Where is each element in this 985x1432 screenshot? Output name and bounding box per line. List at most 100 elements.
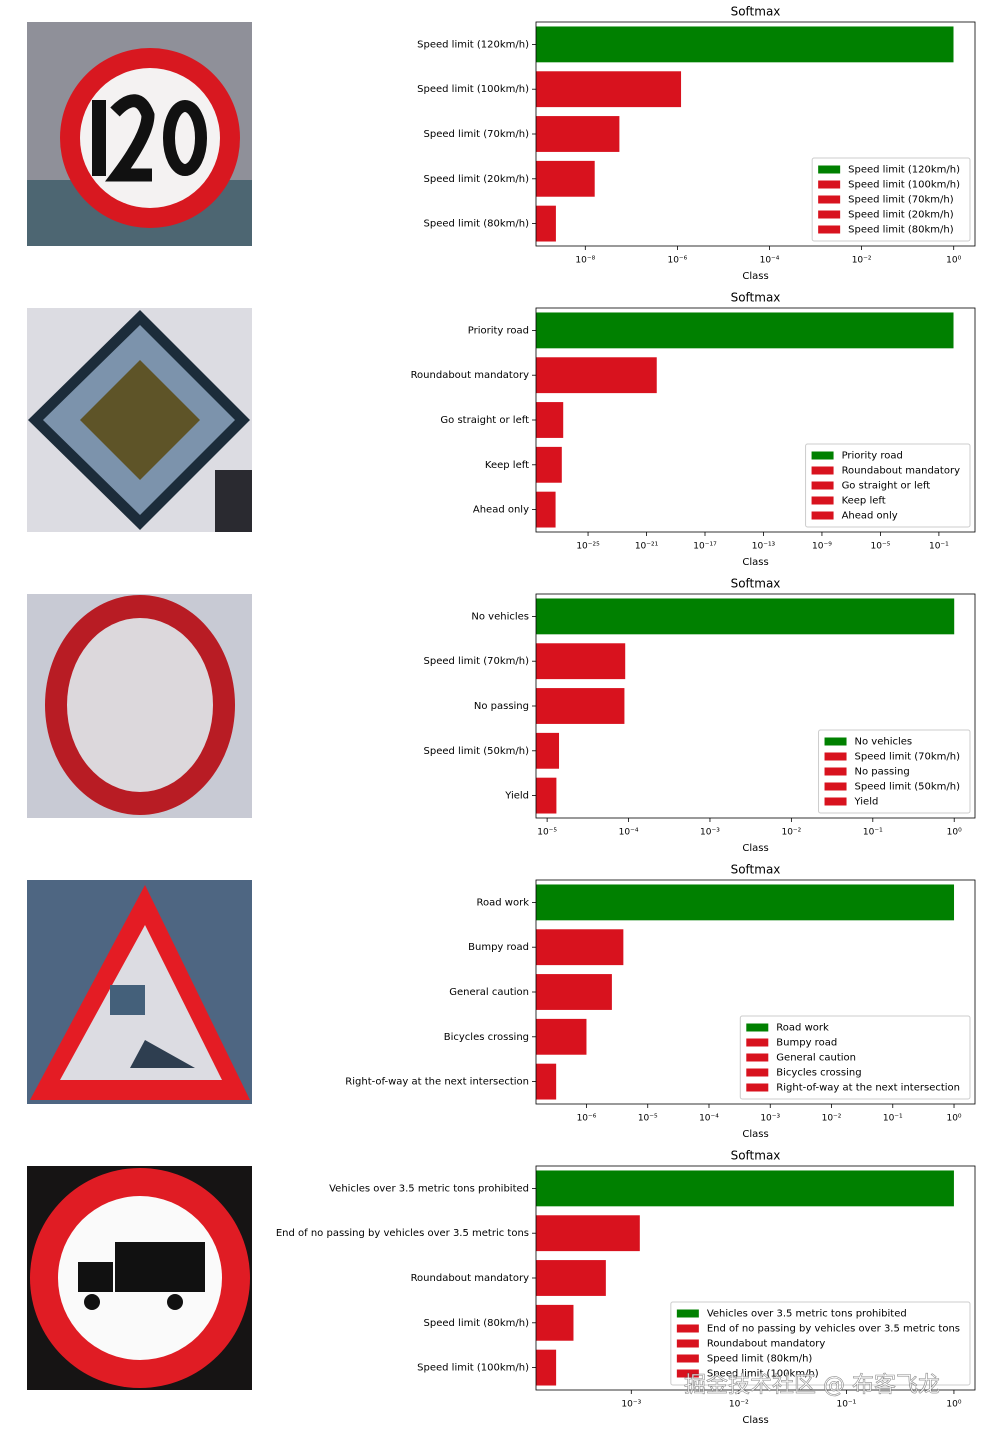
x-tick-label: 10⁻² <box>822 1114 842 1124</box>
chart: Softmax Class 10⁻⁸ 10⁻⁶ 10⁻⁴ 10⁻² 10⁰ Speed lim… <box>417 5 976 282</box>
bar <box>536 402 564 438</box>
chart: Softmax Class 10⁻³ 10⁻² 10⁻¹ 10⁰ Vehicles over… <box>276 1149 976 1426</box>
sign-image <box>27 594 252 818</box>
y-tick-label: Roundabout mandatory <box>411 370 530 381</box>
y-tick-label: Go straight or left <box>440 415 529 426</box>
bar <box>536 598 955 635</box>
bar <box>536 116 620 152</box>
legend-swatch <box>746 1068 769 1077</box>
legend-swatch <box>746 1023 769 1032</box>
legend-swatch <box>676 1339 699 1348</box>
y-tick-label: Speed limit (100km/h) <box>417 1363 529 1374</box>
chart: Softmax Class 10⁻⁶ 10⁻⁵ 10⁻⁴ 10⁻³ 10⁻² 10⁻¹ 10⁰ R… <box>345 863 976 1140</box>
y-tick-label: Speed limit (80km/h) <box>424 1318 530 1329</box>
y-tick-label: Speed limit (50km/h) <box>424 746 530 757</box>
y-tick-label: Speed limit (120km/h) <box>417 39 529 50</box>
legend-label: Right-of-way at the next intersection <box>776 1083 960 1094</box>
x-tick-label: 10⁻¹³ <box>752 542 776 552</box>
bar <box>536 974 612 1010</box>
x-tick-label: 10⁻⁵ <box>537 828 557 838</box>
x-tick-label: 10⁻¹ <box>883 1114 903 1124</box>
legend-swatch <box>676 1324 699 1333</box>
y-tick-label: No passing <box>474 701 529 712</box>
legend-label: Roundabout mandatory <box>842 466 961 477</box>
y-tick-label: Speed limit (80km/h) <box>424 219 530 230</box>
sign-image <box>27 308 252 532</box>
legend-swatch <box>824 767 847 776</box>
x-tick-label: 10⁰ <box>947 828 962 838</box>
bar <box>536 1349 557 1386</box>
legend-swatch <box>676 1369 699 1378</box>
legend-label: Keep left <box>842 496 886 507</box>
y-tick-label: Road work <box>477 897 530 908</box>
legend-label: Speed limit (120km/h) <box>848 165 960 176</box>
bar <box>536 1018 587 1055</box>
legend-label: Speed limit (80km/h) <box>848 225 954 236</box>
legend-label: Vehicles over 3.5 metric tons prohibited <box>707 1309 907 1320</box>
y-tick-label: Speed limit (70km/h) <box>424 129 530 140</box>
bar <box>536 446 562 483</box>
bar <box>536 205 556 242</box>
legend-label: Speed limit (50km/h) <box>855 782 961 793</box>
x-tick-label: 10⁻¹ <box>863 828 883 838</box>
legend-label: Ahead only <box>842 511 898 522</box>
legend-label: Priority road <box>842 451 903 462</box>
legend: Speed limit (120km/h) Speed limit (100km/… <box>811 157 971 242</box>
x-tick-label: 10⁻² <box>729 1400 749 1410</box>
x-tick-label: 10⁻³ <box>760 1114 780 1124</box>
legend-label: Speed limit (80km/h) <box>707 1354 813 1365</box>
legend-label: Speed limit (70km/h) <box>848 195 954 206</box>
legend-swatch <box>746 1083 769 1092</box>
legend-label: Speed limit (70km/h) <box>855 752 961 763</box>
legend: Vehicles over 3.5 metric tons prohibited… <box>670 1301 971 1386</box>
y-tick-label: Right-of-way at the next intersection <box>345 1077 529 1088</box>
y-tick-label: No vehicles <box>471 611 529 622</box>
y-tick-label: Speed limit (70km/h) <box>424 656 530 667</box>
y-tick-label: Speed limit (100km/h) <box>417 84 529 95</box>
legend: Road work Bumpy road General caution Bicycl… <box>739 1015 971 1100</box>
legend-label: No vehicles <box>855 737 913 748</box>
legend-label: Road work <box>776 1023 829 1034</box>
bar <box>536 732 560 769</box>
sign-image <box>27 880 252 1104</box>
y-tick-label: Roundabout mandatory <box>411 1273 530 1284</box>
x-tick-label: 10⁻² <box>852 256 872 266</box>
axes-frame <box>535 593 976 819</box>
bar <box>536 71 682 108</box>
legend-swatch <box>824 797 847 806</box>
legend-box <box>739 1015 971 1100</box>
bar <box>536 1170 954 1207</box>
bar <box>536 357 657 394</box>
bar <box>536 688 625 724</box>
legend-box <box>811 157 971 242</box>
chart: Softmax Class 10⁻⁵ 10⁻⁴ 10⁻³ 10⁻² 10⁻¹ 10⁰ No ve… <box>424 577 976 854</box>
legend-swatch <box>818 225 841 234</box>
x-tick-label: 10⁻⁴ <box>619 828 639 838</box>
x-tick-label: 10⁻⁹ <box>812 542 832 552</box>
bar <box>536 160 595 197</box>
legend-swatch <box>811 466 834 475</box>
axes-frame <box>535 307 976 533</box>
x-tick-label: 10⁰ <box>946 1114 961 1124</box>
bar <box>536 312 954 349</box>
axes-frame <box>535 1165 976 1391</box>
x-tick-label: 10⁻⁶ <box>667 256 687 266</box>
y-tick-label: General caution <box>449 987 529 998</box>
legend: No vehicles Speed limit (70km/h) No passin… <box>818 729 971 814</box>
x-tick-label: 10⁻²¹ <box>635 542 659 552</box>
legend-swatch <box>818 195 841 204</box>
chart-title: Softmax <box>731 291 781 305</box>
legend-swatch <box>676 1309 699 1318</box>
bar <box>536 1215 640 1252</box>
legend-swatch <box>818 180 841 189</box>
bar <box>536 777 557 814</box>
legend: Priority road Roundabout mandatory Go stra… <box>805 443 971 528</box>
bar <box>536 26 954 63</box>
legend-swatch <box>818 165 841 174</box>
x-axis-label: Class <box>742 1415 768 1426</box>
axes-frame <box>535 21 976 247</box>
legend-swatch <box>811 511 834 520</box>
chart-title: Softmax <box>731 577 781 591</box>
